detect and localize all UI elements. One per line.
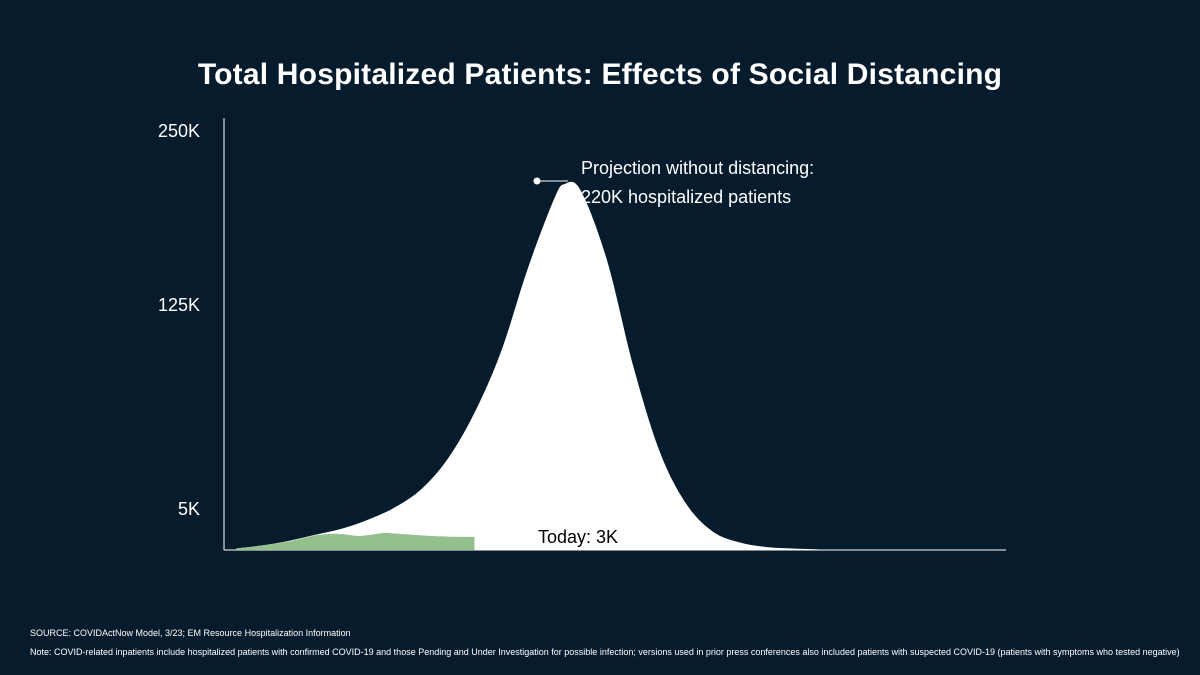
today-annotation: Today: 3K [538, 527, 618, 547]
y-tick-label-5k: 5K [178, 499, 200, 519]
today-area [236, 532, 475, 550]
y-tick-label-125k: 125K [158, 295, 200, 315]
projection-area [236, 181, 819, 550]
peak-marker [533, 177, 541, 185]
peak-annotation-line2: 220K hospitalized patients [581, 187, 791, 207]
peak-annotation-line1: Projection without distancing: [581, 158, 814, 178]
plot-area: 250K 125K 5K Projection without distanci… [158, 118, 1006, 551]
chart-title: Total Hospitalized Patients: Effects of … [197, 58, 1003, 91]
source-footnote: SOURCE: COVIDActNow Model, 3/23; EM Reso… [30, 628, 351, 638]
y-tick-label-250k: 250K [158, 121, 200, 141]
note-footnote: Note: COVID-related inpatients include h… [30, 647, 1180, 657]
